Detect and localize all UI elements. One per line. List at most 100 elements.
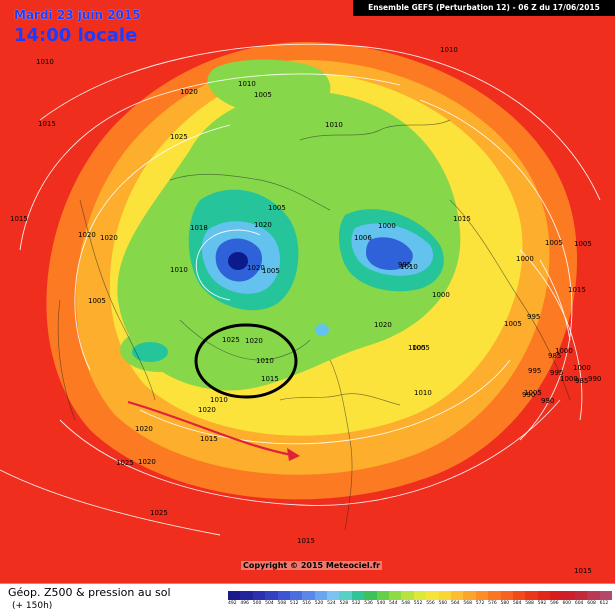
low-center xyxy=(228,252,248,270)
pressure-label: 1020 xyxy=(100,234,118,242)
pressure-label: 1010 xyxy=(440,46,458,54)
scale-label: 548 xyxy=(401,601,410,606)
scale-label: 564 xyxy=(450,601,460,606)
annotation-arrow-head xyxy=(287,448,300,461)
pressure-label: 1005 xyxy=(408,344,426,352)
pressure-label: 1005 xyxy=(412,344,430,352)
pressure-label: 1015 xyxy=(10,215,28,223)
pressure-label: 1015 xyxy=(297,537,315,545)
scale-swatch xyxy=(339,591,353,600)
lead-time: (+ 150h) xyxy=(12,601,53,611)
pressure-labels: 1010101010151015102010201025101010051020… xyxy=(10,46,601,575)
scale-label: 576 xyxy=(488,601,497,606)
scale-label: 504 xyxy=(265,601,274,606)
annotation-arrow xyxy=(127,400,293,457)
pressure-label: 1015 xyxy=(200,435,218,443)
pressure-label: 1020 xyxy=(245,337,263,345)
pressure-label: 1015 xyxy=(261,375,279,383)
scale-label: 496 xyxy=(240,601,249,606)
scale-swatch xyxy=(599,591,613,600)
scale-label: 544 xyxy=(389,601,398,606)
pressure-label: 1020 xyxy=(247,264,265,272)
pressure-label: 1020 xyxy=(138,458,156,466)
pressure-label: 1000 xyxy=(516,255,534,263)
scale-swatch xyxy=(314,591,328,600)
scale-swatch xyxy=(450,591,464,600)
scale-label: 552 xyxy=(413,601,423,606)
pressure-label: 1020 xyxy=(78,231,96,239)
pressure-label: 1010 xyxy=(325,121,343,129)
field-blue-core-east xyxy=(366,237,413,270)
pressure-label: 995 xyxy=(398,261,411,269)
pressure-label: 1020 xyxy=(254,221,272,229)
scale-swatch xyxy=(562,591,576,600)
scale-label: 604 xyxy=(574,601,584,606)
pressure-label: 990 xyxy=(588,375,601,383)
scale-swatch xyxy=(351,591,365,600)
pressure-label: 1015 xyxy=(38,120,56,128)
scale-swatch xyxy=(500,591,514,600)
pressure-label: 1018 xyxy=(190,224,208,232)
pressure-label: 1010 xyxy=(400,263,418,271)
scale-label: 596 xyxy=(550,601,559,606)
pressure-label: 1025 xyxy=(222,336,240,344)
pressure-label: 1010 xyxy=(210,396,228,404)
pressure-label: 1005 xyxy=(262,267,280,275)
scale-label: 608 xyxy=(587,601,596,606)
pressure-label: 1020 xyxy=(180,88,198,96)
pressure-label: 990 xyxy=(522,391,535,399)
pressure-label: 1010 xyxy=(414,389,432,397)
pressure-label: 1005 xyxy=(88,297,106,305)
scale-swatch xyxy=(401,591,415,600)
hemisphere-map: 1010101010151015102010201025101010051020… xyxy=(0,0,615,583)
pressure-label: 1006 xyxy=(354,234,372,242)
scale-swatch xyxy=(376,591,390,600)
scale-label: 588 xyxy=(525,601,534,606)
pressure-label: 1010 xyxy=(256,357,274,365)
pressure-label: 1015 xyxy=(453,215,471,223)
scale-swatch xyxy=(550,591,563,600)
scale-label: 528 xyxy=(339,601,349,606)
pressure-label: 1005 xyxy=(524,389,542,397)
scale-label: 540 xyxy=(376,601,386,606)
scale-swatch xyxy=(537,591,551,600)
scale-swatch xyxy=(364,591,378,600)
pressure-label: 1010 xyxy=(36,58,54,66)
pressure-label: 1020 xyxy=(374,321,392,329)
scale-label: 568 xyxy=(463,601,472,606)
scale-label: 580 xyxy=(500,601,510,606)
scale-swatch xyxy=(426,591,440,600)
scale-label: 560 xyxy=(438,601,448,606)
scale-swatch xyxy=(413,591,427,600)
pressure-label: 1005 xyxy=(574,240,592,248)
scale-label: 500 xyxy=(252,601,262,606)
scale-swatch xyxy=(327,591,340,600)
color-scale: 492 496 500 504 508 512 516 520 524 528 532 536 540 5… xyxy=(228,591,613,608)
scale-label: 612 xyxy=(599,601,609,606)
pressure-label: 985 xyxy=(575,377,588,385)
pressure-label: 1010 xyxy=(170,266,188,274)
pressure-label: 1000 xyxy=(560,375,578,383)
pressure-label: 1005 xyxy=(504,320,522,328)
scale-swatch xyxy=(463,591,477,600)
pressure-label: 1005 xyxy=(254,91,272,99)
scale-label: 492 xyxy=(228,601,237,606)
pressure-label: 1005 xyxy=(268,204,286,212)
forecast-date: Mardi 23 juin 2015 xyxy=(14,8,141,22)
scale-swatch xyxy=(475,591,489,600)
scale-swatch xyxy=(277,591,291,600)
pressure-label: 1020 xyxy=(135,425,153,433)
forecast-time: 14:00 locale xyxy=(14,25,138,46)
scale-swatch xyxy=(574,591,588,600)
scale-label: 524 xyxy=(327,601,336,606)
pressure-label: 995 xyxy=(527,313,540,321)
scale-swatch xyxy=(525,591,539,600)
scale-label: 600 xyxy=(562,601,572,606)
scale-swatch xyxy=(302,591,316,600)
pressure-label: 1000 xyxy=(573,364,591,372)
map-title: Géop. Z500 & pression au sol xyxy=(8,586,171,599)
scale-swatch xyxy=(512,591,526,600)
scale-label: 516 xyxy=(302,601,311,606)
scale-swatch xyxy=(438,591,452,600)
